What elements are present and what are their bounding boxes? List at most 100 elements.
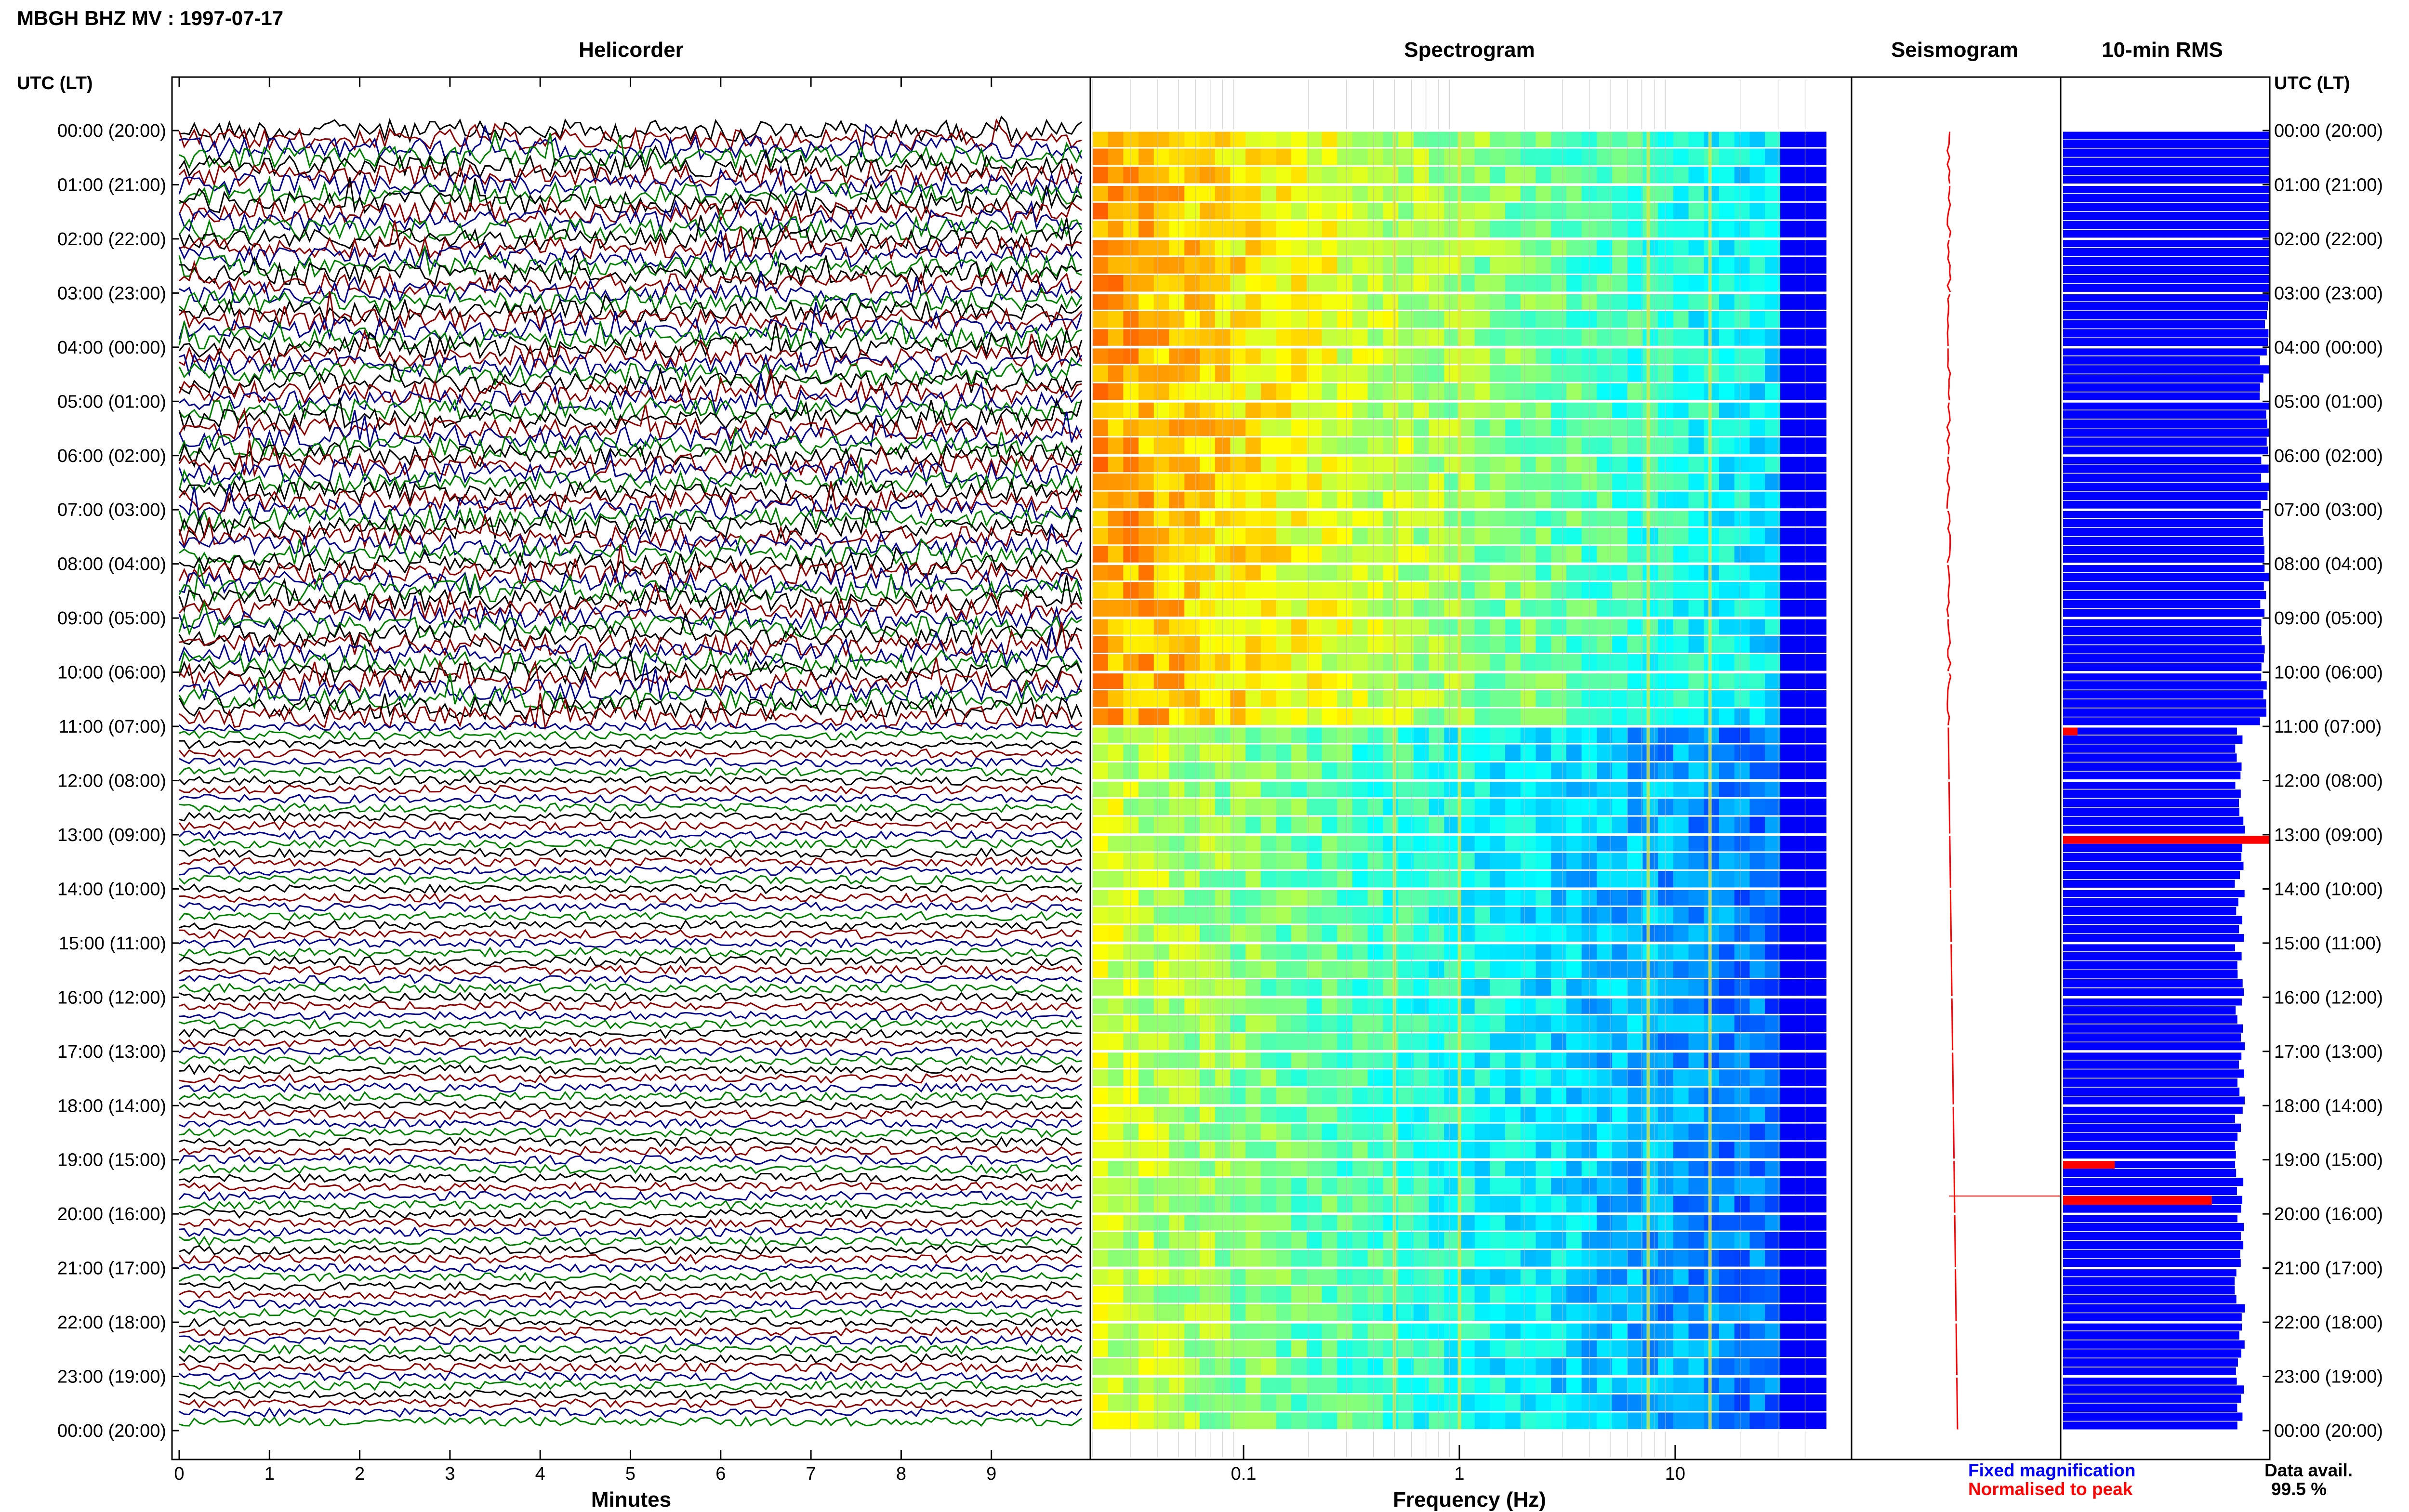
spectrogram-cell	[1123, 1159, 1139, 1177]
spectrogram-cell	[1108, 1196, 1124, 1213]
spectrogram-cell	[1169, 238, 1185, 256]
spectrogram-cell	[1123, 943, 1139, 960]
spectrogram-cell	[1306, 437, 1323, 454]
helicorder-row	[178, 1353, 1082, 1364]
spectrogram-cell	[1352, 311, 1368, 328]
spectrogram-cell	[1306, 238, 1323, 256]
spectrogram-cell	[1200, 870, 1216, 888]
spectrogram-cell	[1184, 997, 1200, 1014]
spectrogram-cell	[1780, 202, 1796, 220]
spectrogram-cell	[1642, 510, 1658, 526]
spectrogram-cell	[1566, 654, 1582, 671]
spectrogram-cell	[1108, 925, 1124, 942]
spectrogram-cell	[1673, 1268, 1689, 1285]
minute-tick-label: 6	[715, 1464, 726, 1484]
spectrogram-cell	[1383, 527, 1399, 545]
spectrogram-cell	[1276, 925, 1292, 942]
rms-peak-bar	[2063, 726, 2078, 736]
spectrogram-cell	[1688, 527, 1705, 545]
spectrogram-cell	[1551, 943, 1567, 960]
helicorder-row	[179, 1272, 1082, 1283]
time-tick-label-left: 00:00 (20:00)	[57, 121, 166, 141]
spectrogram-cell	[1658, 925, 1674, 942]
spectrogram-cell	[1658, 835, 1674, 852]
rms-bar	[2063, 1385, 2244, 1394]
spectrogram-cell	[1688, 636, 1705, 653]
spectrogram-cell	[1551, 401, 1567, 418]
spectrogram-cell	[1337, 835, 1353, 852]
spectrogram-cell	[1566, 455, 1582, 473]
rms-bar	[2063, 483, 2270, 491]
spectrogram-cell	[1551, 1178, 1567, 1195]
frequency-tick-label: 10	[1665, 1464, 1685, 1484]
spectrogram-cell	[1291, 600, 1307, 617]
spectrogram-cell	[1658, 1123, 1674, 1141]
spectrogram-cell	[1337, 744, 1353, 761]
spectrogram-cell	[1749, 365, 1765, 382]
spectrogram-cell	[1184, 419, 1200, 436]
spectrogram-cell	[1474, 1412, 1491, 1429]
spectrogram-cell	[1322, 437, 1338, 454]
spectrogram-cell	[1245, 1322, 1261, 1339]
spectrogram-cell	[1780, 654, 1796, 671]
spectrogram-cell	[1688, 1250, 1705, 1267]
spectrogram-cell	[1169, 853, 1185, 869]
spectrogram-cell	[1291, 1087, 1307, 1104]
spectrogram-cell	[1138, 1033, 1154, 1050]
spectrogram-cell	[1490, 763, 1506, 779]
spectrogram-cell	[1429, 1412, 1445, 1429]
spectrogram-cell	[1413, 799, 1430, 815]
helicorder-traces	[178, 115, 1083, 1427]
spectrogram-cell	[1367, 510, 1384, 526]
spectrogram-cell	[1734, 167, 1750, 184]
spectrogram-cell	[1688, 131, 1705, 147]
spectrogram-cell	[1138, 816, 1154, 833]
spectrogram-cell	[1795, 672, 1812, 689]
spectrogram-cell	[1153, 1159, 1170, 1177]
spectrogram-cell	[1444, 1051, 1460, 1068]
spectrogram-cell	[1367, 1394, 1384, 1411]
spectrogram-cell	[1566, 889, 1582, 906]
spectrogram-cell	[1291, 1340, 1307, 1357]
spectrogram-cell	[1520, 401, 1536, 418]
spectrogram-cell	[1200, 491, 1216, 509]
spectrogram-cell	[1444, 293, 1460, 310]
spectrogram-cell	[1245, 853, 1261, 869]
spectrogram-cell	[1688, 672, 1705, 689]
spectrogram-cell	[1535, 510, 1551, 526]
spectrogram-cell	[1520, 943, 1536, 960]
spectrogram-cell	[1719, 1376, 1735, 1393]
spectrogram-cell	[1612, 148, 1628, 165]
helicorder-row	[179, 254, 1082, 288]
spectrogram-cell	[1276, 744, 1292, 761]
spectrogram-cell	[1230, 329, 1246, 346]
spectrogram-cell	[1627, 401, 1643, 418]
spectrogram-cell	[1795, 1268, 1812, 1285]
spectrogram-cell	[1123, 527, 1139, 545]
spectrogram-cell	[1535, 1033, 1551, 1050]
spectrogram-cell	[1566, 744, 1582, 761]
spectrogram-cell	[1734, 1304, 1750, 1321]
spectrogram-cell	[1260, 1250, 1277, 1267]
spectrogram-cell	[1612, 744, 1628, 761]
spectrogram-cell	[1108, 473, 1124, 490]
time-tick-label-right: 07:00 (03:00)	[2274, 500, 2383, 520]
spectrogram-cell	[1566, 473, 1582, 490]
spectrogram-cell	[1490, 799, 1506, 815]
spectrogram-cell	[1367, 979, 1384, 996]
spectrogram-cell	[1153, 383, 1170, 400]
spectrogram-cell	[1337, 167, 1353, 184]
spectrogram-cell	[1520, 564, 1536, 581]
spectrogram-cell	[1811, 853, 1827, 869]
spectrogram-cell	[1093, 1051, 1109, 1068]
spectrogram-cell	[1566, 708, 1582, 725]
spectrogram-cell	[1367, 167, 1384, 184]
spectrogram-cell	[1169, 654, 1185, 671]
spectrogram-cell	[1795, 816, 1812, 833]
time-tick-label-left: 02:00 (22:00)	[57, 229, 166, 250]
spectrogram-cell	[1749, 1123, 1765, 1141]
spectrogram-cell	[1383, 925, 1399, 942]
spectrogram-cell	[1337, 275, 1353, 292]
spectrogram-cell	[1535, 238, 1551, 256]
spectrogram-cell	[1658, 221, 1674, 237]
